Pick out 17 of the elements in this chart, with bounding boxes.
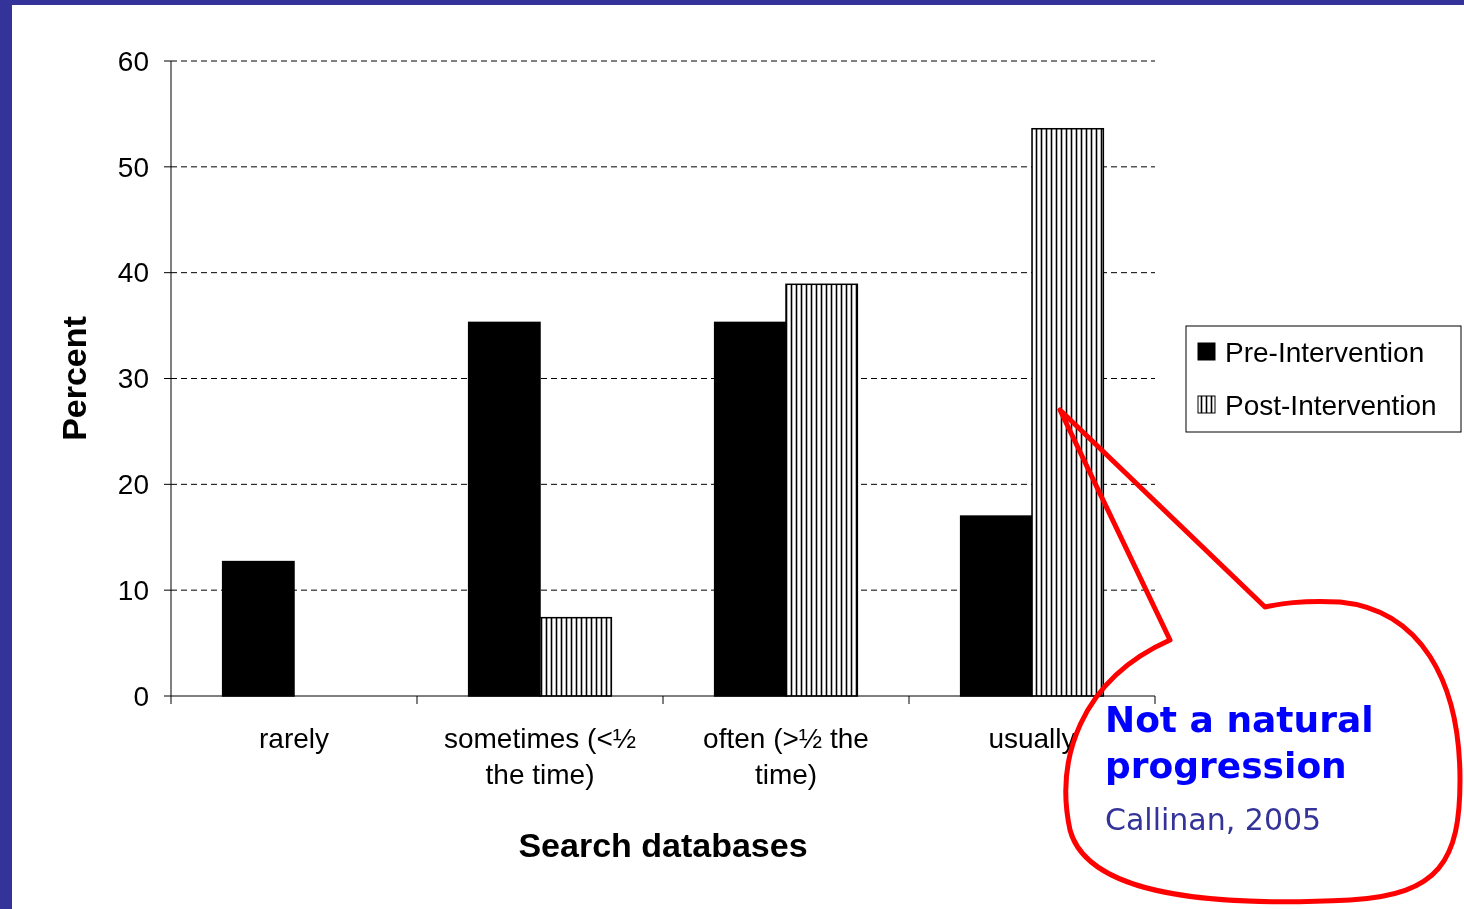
- x-tick-label: usually: [988, 723, 1076, 754]
- x-tick-label: often (>½ the time): [703, 723, 869, 790]
- y-tick-label: 20: [117, 469, 149, 501]
- x-tick-label: sometimes (<½ the time): [443, 723, 637, 790]
- x-axis-title: Search databases: [518, 826, 808, 864]
- y-tick-label: 10: [117, 574, 149, 606]
- x-tick-label: rarely: [258, 723, 330, 754]
- y-tick-label: 60: [117, 45, 149, 77]
- y-tick-label: 0: [133, 680, 149, 712]
- y-tick-label: 30: [117, 363, 149, 395]
- text: Callinan, 2005: [1105, 802, 1322, 837]
- legend-label: Post-Intervention: [1225, 389, 1437, 421]
- y-tick-label: 50: [117, 151, 149, 183]
- y-axis-title: Percent: [55, 316, 93, 441]
- y-tick-label: 40: [117, 257, 149, 289]
- text: Not a natural progression: [1105, 699, 1374, 786]
- legend-label: Pre-Intervention: [1225, 336, 1425, 368]
